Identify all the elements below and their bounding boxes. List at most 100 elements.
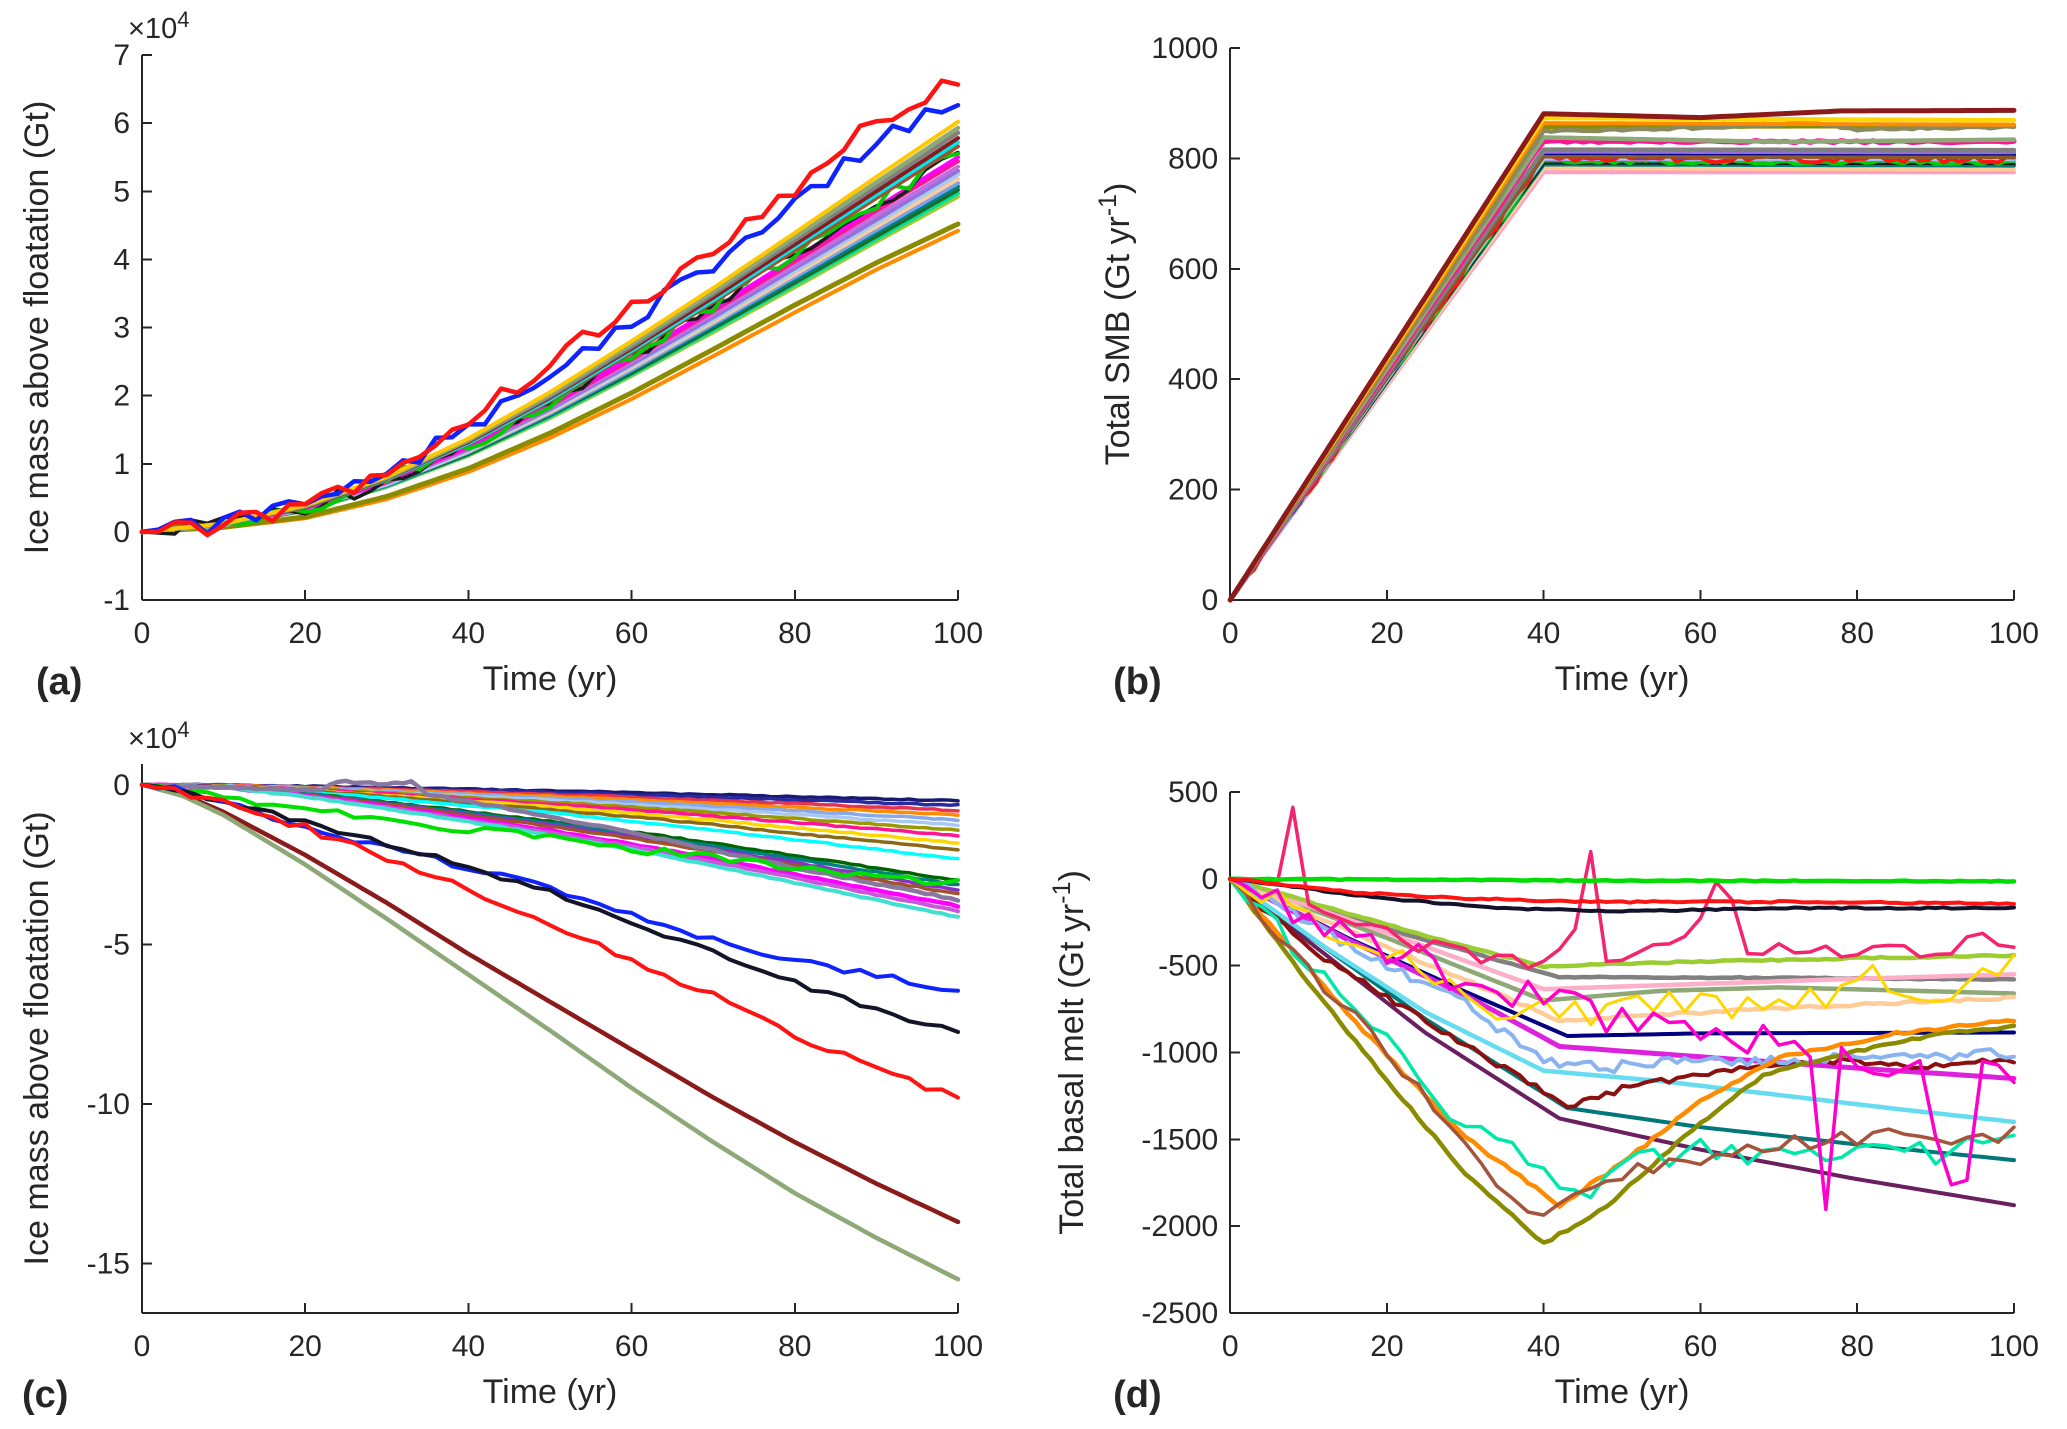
y-tick-label: -1000 <box>1141 1036 1218 1069</box>
series-line-a-17 <box>140 140 960 534</box>
axis-exponent-label: ×104 <box>128 717 189 755</box>
chart-svg-c: 0 20 40 60 80 100 0 -5 -10 -15 Time (yr) Ice mass a… <box>18 717 983 1416</box>
x-axis-label: Time (yr) <box>483 1373 618 1411</box>
y-tick-label: -500 <box>1158 950 1218 983</box>
series-line-d-19 <box>1228 805 2016 970</box>
panel-d: 0 20 40 60 80 100 500 0 -500 -1000 -1500 -2000 -2500… <box>1033 714 2067 1429</box>
y-tick-label: 600 <box>1168 253 1218 286</box>
panel-letter-d: (d) <box>1113 1374 1162 1416</box>
series-line-b-18 <box>1228 121 2016 602</box>
y-tick-label: 0 <box>113 516 130 549</box>
y-tick-label: 400 <box>1168 363 1218 396</box>
panel-c: 0 20 40 60 80 100 0 -5 -10 -15 Time (yr) Ice mass a… <box>0 714 1033 1429</box>
x-tick-label: 0 <box>134 617 151 650</box>
series-line-b-13 <box>1228 149 2016 602</box>
y-tick-label: -1500 <box>1141 1123 1218 1156</box>
series-line-b-16 <box>1227 138 2017 603</box>
series-line-a-2 <box>139 221 961 535</box>
axes <box>1229 47 2015 601</box>
x-tick-label: 0 <box>134 1330 151 1363</box>
series-line-b-8 <box>1227 155 2017 603</box>
series-line-b-14 <box>1228 154 2016 602</box>
series-line-a-23 <box>139 78 961 538</box>
series-line-b-9 <box>1228 152 2016 602</box>
x-tick-label: 100 <box>933 1330 983 1363</box>
y-tick-label: -2000 <box>1141 1210 1218 1243</box>
x-tick-label: 100 <box>1989 1330 2039 1363</box>
series-line-d-18 <box>1228 877 2016 1212</box>
x-tick-label: 60 <box>615 617 648 650</box>
series-line-b-3 <box>1228 162 2016 602</box>
x-tick-label: 60 <box>1684 1330 1717 1363</box>
y-tick-label: 200 <box>1168 474 1218 507</box>
series-line-b-6 <box>1228 157 2016 602</box>
series-line-b-21 <box>1228 121 2016 602</box>
series-line-d-11 <box>1228 876 2016 1109</box>
x-tick-label: 60 <box>1684 617 1717 650</box>
series-line-a-21 <box>140 119 960 534</box>
series-line-d-23 <box>1228 876 2016 907</box>
y-tick-label: 1000 <box>1151 32 1218 65</box>
axes <box>141 54 959 601</box>
series-line-d-9 <box>1227 876 2017 970</box>
series-line-b-17 <box>1227 135 2017 603</box>
series-line-b-1 <box>1228 170 2016 602</box>
series-line-b-10 <box>1228 151 2016 602</box>
series-line-d-7 <box>1227 876 2017 1003</box>
x-tick-label: 40 <box>1527 617 1560 650</box>
panel-letter-b: (b) <box>1113 661 1162 703</box>
series-line-c-21 <box>139 782 961 1225</box>
y-axis-label: Ice mass above floatation (Gt) <box>18 811 56 1265</box>
series-line-b-15 <box>1227 147 2017 603</box>
x-tick-label: 20 <box>1370 1330 1403 1363</box>
series-line-d-17 <box>1228 877 2016 1027</box>
y-tick-label: 7 <box>113 39 130 72</box>
series-line-c-25 <box>140 782 960 1100</box>
x-tick-label: 100 <box>933 617 983 650</box>
panel-letter-a: (a) <box>36 661 82 703</box>
y-tick-label: -5 <box>103 928 130 961</box>
series-line-c-22 <box>139 782 961 1282</box>
x-axis-label: Time (yr) <box>1555 1373 1690 1411</box>
y-tick-label: 2 <box>113 380 130 413</box>
series-line-d-21 <box>1227 876 2017 884</box>
y-axis-label: Ice mass above floatation (Gt) <box>18 101 56 555</box>
panel-letter-c: (c) <box>22 1374 68 1416</box>
series-line-c-19 <box>139 778 961 903</box>
axis-exponent-label: ×104 <box>128 7 189 45</box>
series-line-b-2 <box>1228 166 2016 602</box>
y-tick-label: 4 <box>113 243 130 276</box>
y-tick-label: -10 <box>87 1088 130 1121</box>
series-line-b-23 <box>1227 107 2017 603</box>
series-line-a-1 <box>140 228 960 534</box>
x-tick-label: 0 <box>1222 1330 1239 1363</box>
x-tick-label: 80 <box>1841 1330 1874 1363</box>
x-axis-label: Time (yr) <box>1555 660 1690 698</box>
x-tick-label: 80 <box>778 617 811 650</box>
y-tick-label: 0 <box>113 769 130 802</box>
series-line-b-4 <box>1228 161 2016 602</box>
y-tick-label: 0 <box>1201 584 1218 617</box>
x-tick-label: 0 <box>1222 617 1239 650</box>
y-tick-label: 3 <box>113 312 130 345</box>
y-axis-label: Total SMB (Gt yr-1) <box>1094 183 1137 466</box>
y-tick-label: 5 <box>113 175 130 208</box>
series-line-b-12 <box>1228 152 2016 602</box>
x-tick-label: 100 <box>1989 617 2039 650</box>
y-tick-label: 6 <box>113 107 130 140</box>
series-line-b-7 <box>1228 157 2016 602</box>
series-line-c-20 <box>140 782 960 887</box>
series-line-d-12 <box>1228 876 2016 1075</box>
y-axis-label: Total basal melt (Gt yr-1) <box>1048 870 1091 1235</box>
series-line-b-11 <box>1228 153 2016 602</box>
series-line-a-22 <box>139 102 961 537</box>
x-tick-label: 40 <box>452 1330 485 1363</box>
series-line-b-22 <box>1227 115 2017 603</box>
series-line-d-13 <box>1227 876 2017 1245</box>
y-tick-label: 500 <box>1168 776 1218 809</box>
x-tick-label: 20 <box>289 617 322 650</box>
x-tick-label: 60 <box>615 1330 648 1363</box>
